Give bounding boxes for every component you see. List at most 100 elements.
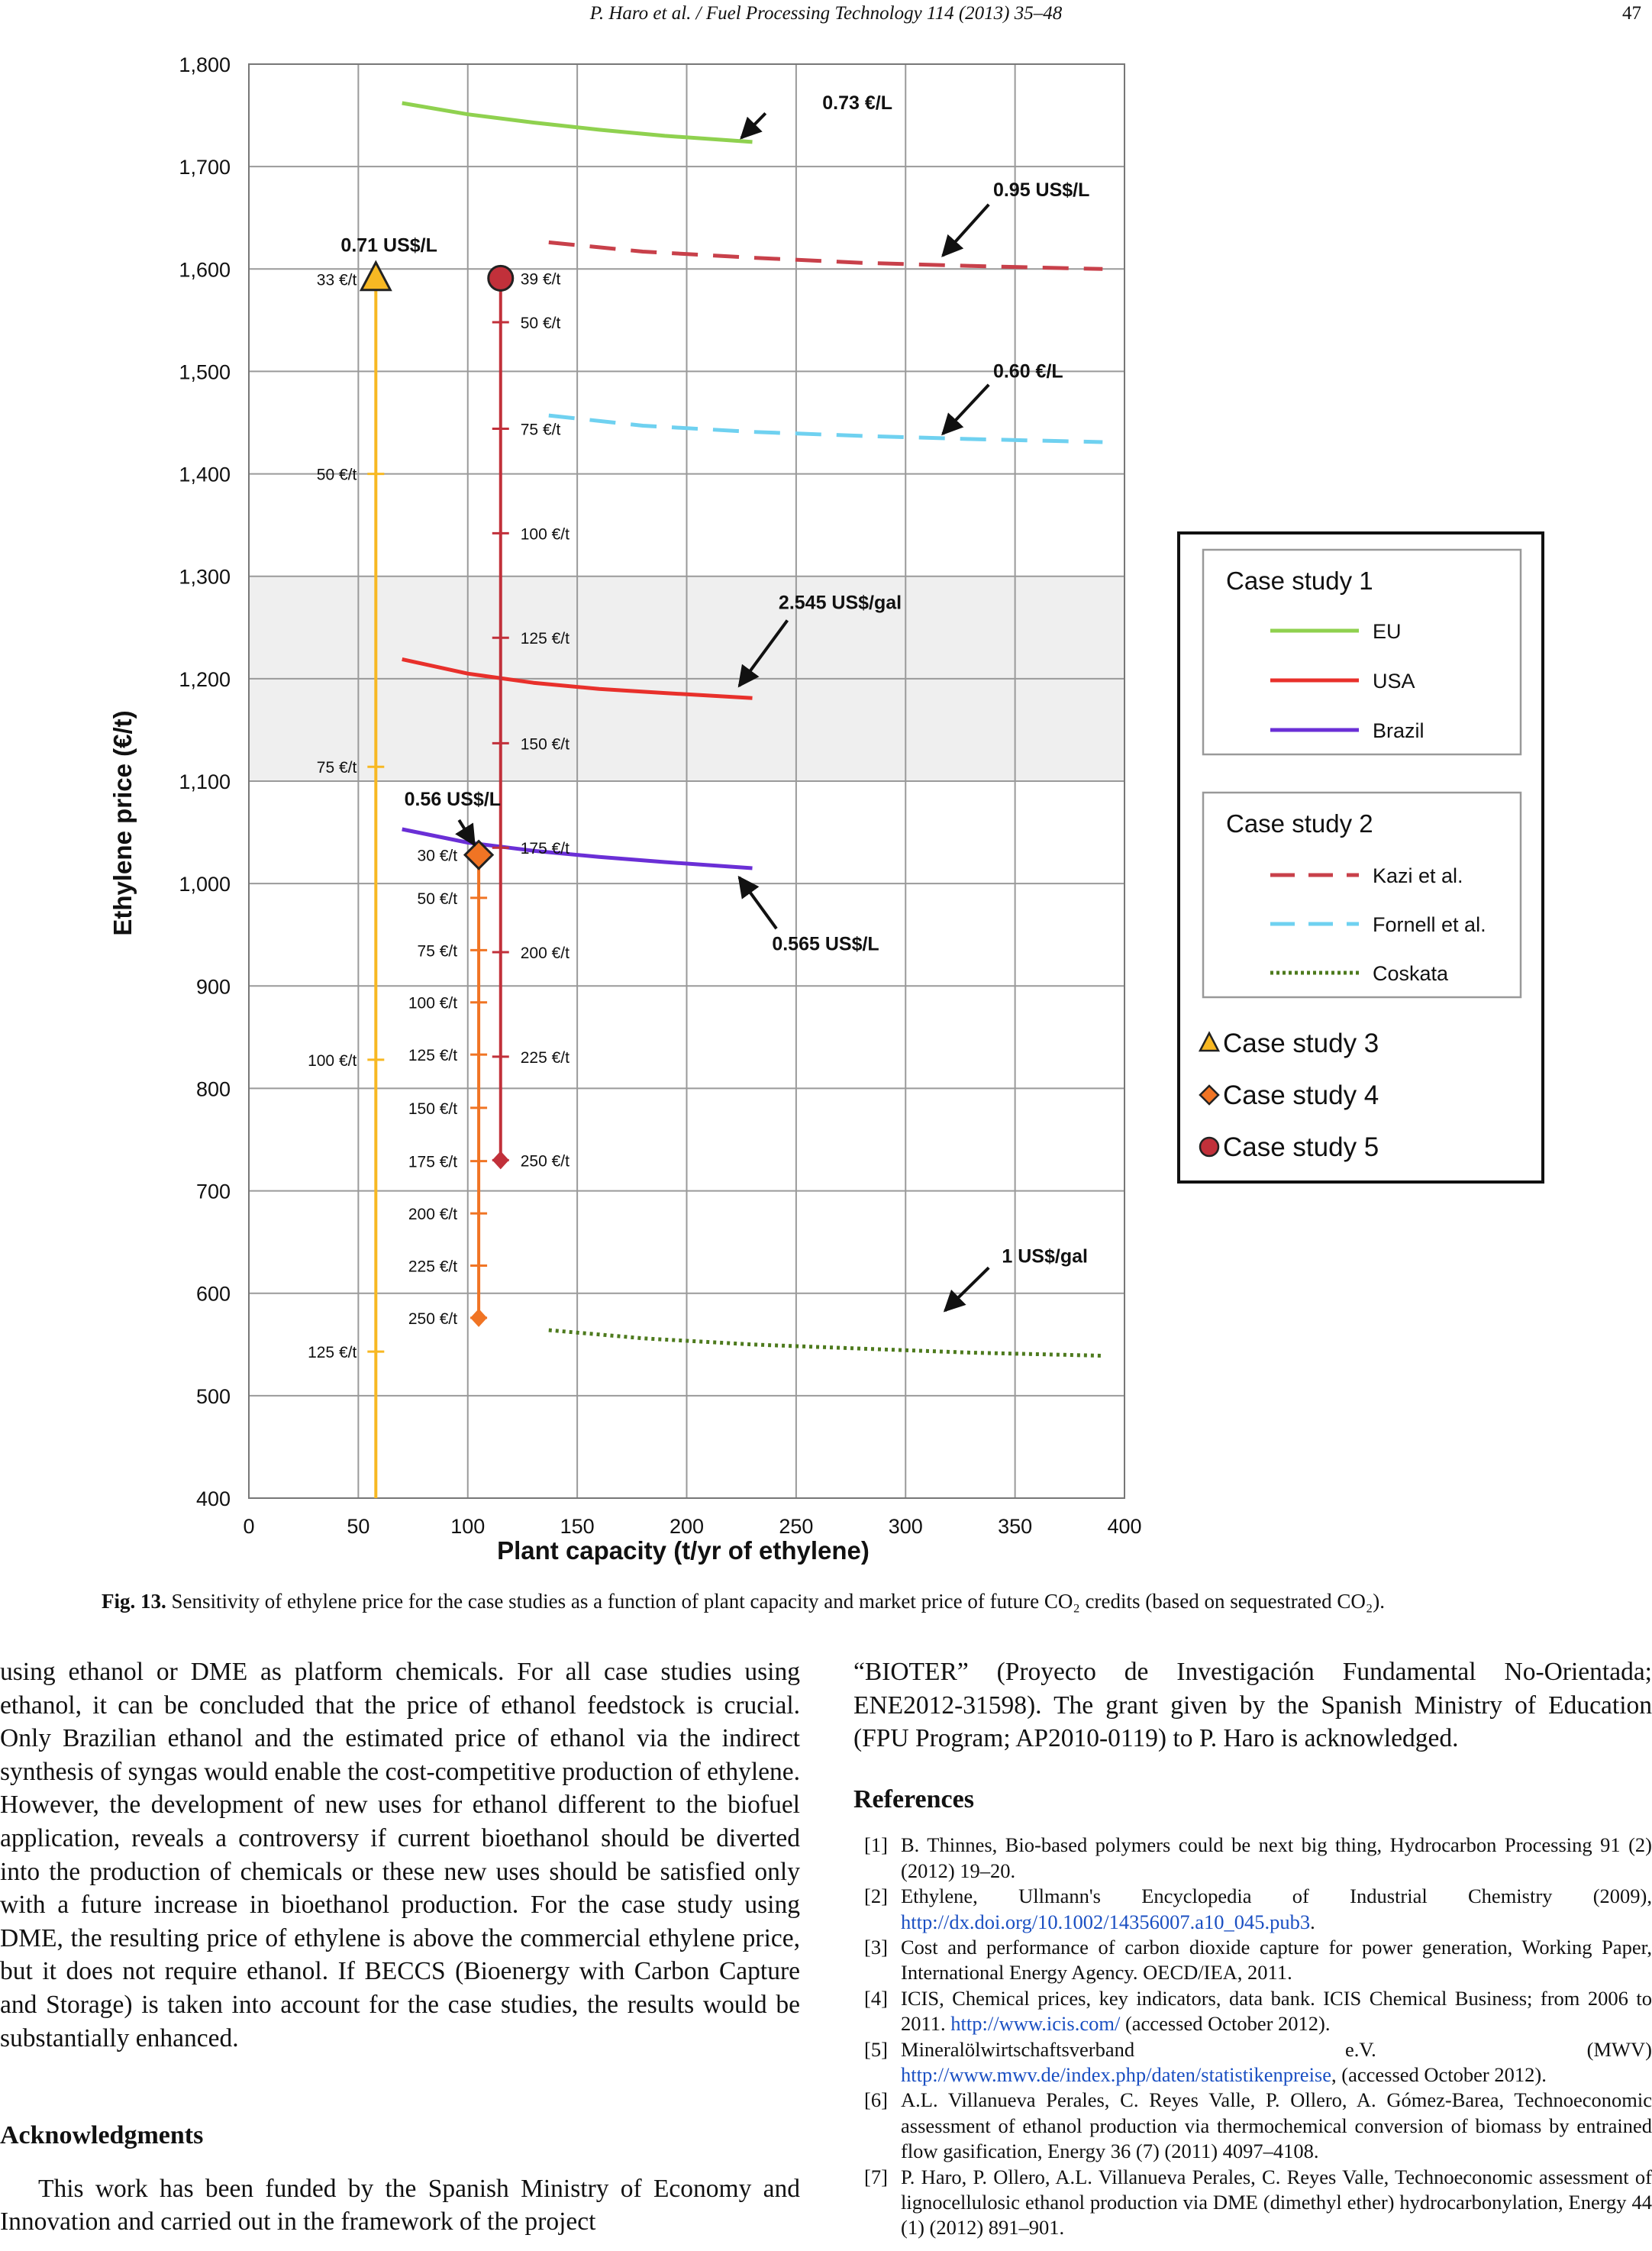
legend-group-title: Case study 2 xyxy=(1226,809,1373,838)
y-tick-label: 1,500 xyxy=(179,360,231,383)
y-tick-label: 700 xyxy=(196,1180,231,1203)
y-tick-label: 1,300 xyxy=(179,566,231,589)
legend-group-box xyxy=(1202,791,1522,999)
caption-label: Fig. 13. xyxy=(102,1590,166,1613)
x-axis-label: Plant capacity (t/yr of ethylene) xyxy=(497,1536,870,1565)
diamond-marker xyxy=(463,839,495,870)
co2-credit-label: 250 €/t xyxy=(521,1152,569,1170)
legend-group-title: Case study 1 xyxy=(1226,567,1373,595)
reference-number: [1] xyxy=(864,1833,888,1857)
y-tick-label: 1,800 xyxy=(179,53,231,76)
reference-item: [7] P. Haro, P. Ollero, A.L. Villanueva P… xyxy=(853,2165,1652,2241)
legend-marker-label: Case study 3 xyxy=(1223,1029,1379,1058)
reference-item: [1] B. Thinnes, Bio-based polymers could … xyxy=(853,1833,1652,1884)
y-tick-label: 1,700 xyxy=(179,156,231,179)
reference-list: [1] B. Thinnes, Bio-based polymers could … xyxy=(853,1833,1652,2241)
reference-item: [3] Cost and performance of carbon dioxid… xyxy=(853,1935,1652,1986)
reference-text: A.L. Villanueva Perales, C. Reyes Valle,… xyxy=(901,2088,1652,2163)
y-tick-label: 1,600 xyxy=(179,258,231,281)
axes: 0 50 100 150 200 250 300 350 400 400 500 600 700 800 9… xyxy=(179,53,1141,1538)
co2-credit-label: 50 €/t xyxy=(317,467,357,484)
co2-credit-label: 125 €/t xyxy=(308,1344,357,1361)
legend: Case study 1 EU USA Brazil Case study 2 Kazi … xyxy=(1177,531,1544,1184)
end-diamond-marker xyxy=(492,1151,509,1170)
reference-suffix: (accessed October 2012). xyxy=(1120,2012,1331,2036)
annotation-arrow xyxy=(737,619,789,688)
co2-credit-label: 200 €/t xyxy=(408,1206,457,1223)
annotations: 0.73 €/L 0.95 US$/L 0.71 US$/L 0.60 €/L 2.54… xyxy=(340,92,1089,1313)
series-line xyxy=(548,240,1103,271)
series-line xyxy=(548,413,1103,444)
y-tick-label: 1,000 xyxy=(179,873,231,896)
x-tick-label: 0 xyxy=(243,1515,254,1538)
reference-text: Ethylene, Ullmann's Encyclopedia of Indu… xyxy=(901,1884,1652,1908)
running-header: P. Haro et al. / Fuel Processing Technol… xyxy=(0,0,1652,31)
co2-credit-label: 100 €/t xyxy=(408,995,457,1012)
co2-credit-label: 75 €/t xyxy=(521,421,561,439)
reference-text: Mineralölwirtschaftsverband e.V. (MWV) xyxy=(901,2037,1652,2061)
reference-number: [7] xyxy=(864,2165,888,2188)
legend-diamond-marker xyxy=(1199,1084,1220,1106)
annotation-arrow xyxy=(455,819,476,847)
y-tick-label: 400 xyxy=(196,1487,231,1510)
legend-marker-label: Case study 5 xyxy=(1223,1132,1379,1162)
reference-link[interactable]: http://www.mwv.de/index.php/daten/statis… xyxy=(901,2063,1332,2087)
y-tick-label: 800 xyxy=(196,1077,231,1100)
reference-suffix: . xyxy=(1310,1910,1315,1933)
reference-item: [6] A.L. Villanueva Perales, C. Reyes Val… xyxy=(853,2088,1652,2164)
left-column: using ethanol or DME as platform chemica… xyxy=(0,1655,800,2239)
reference-item: [4] ICIS, Chemical prices, key indicators… xyxy=(853,1986,1652,2037)
body-paragraph: using ethanol or DME as platform chemica… xyxy=(0,1658,800,2052)
annotation-arrow xyxy=(740,111,767,140)
y-tick-label: 900 xyxy=(196,975,231,998)
co2-credit-label: 175 €/t xyxy=(408,1154,457,1171)
legend-entry-label: EU xyxy=(1373,620,1402,643)
acknowledgments-heading: Acknowledgments xyxy=(0,2121,204,2150)
co2-credit-label: 175 €/t xyxy=(521,840,569,857)
legend-triangle-marker xyxy=(1198,1031,1221,1052)
co2-credit-label: 150 €/t xyxy=(521,735,569,753)
reference-item: [5] Mineralölwirtschaftsverband e.V. (MWV… xyxy=(853,2037,1652,2088)
legend-entry-label: Coskata xyxy=(1373,962,1449,985)
legend-entry-label: Kazi et al. xyxy=(1373,864,1463,887)
x-tick-label: 350 xyxy=(998,1515,1032,1538)
x-tick-label: 300 xyxy=(889,1515,923,1538)
plot-frame xyxy=(248,63,1125,1499)
co2-credit-label: 125 €/t xyxy=(408,1047,457,1064)
co2-credit-label: 125 €/t xyxy=(521,630,569,648)
acknowledgments-paragraph: This work has been funded by the Spanish… xyxy=(0,2174,800,2236)
end-diamond-marker xyxy=(470,1308,488,1327)
y-tick-label: 500 xyxy=(196,1385,231,1408)
co2-credit-label: 150 €/t xyxy=(408,1100,457,1118)
circle-marker xyxy=(487,264,515,292)
y-axis-label: Ethylene price (€/t) xyxy=(108,710,137,935)
y-tick-label: 1,200 xyxy=(179,668,231,691)
annotation-label: 2.545 US$/gal xyxy=(779,593,902,614)
legend-entry-label: USA xyxy=(1373,670,1415,693)
reference-number: [4] xyxy=(864,1986,888,2010)
y-tick-label: 600 xyxy=(196,1283,231,1306)
funding-paragraph: “BIOTER” (Proyecto de Investigación Fund… xyxy=(853,1658,1652,1753)
reference-text: P. Haro, P. Ollero, A.L. Villanueva Pera… xyxy=(901,2165,1652,2240)
annotation-arrow xyxy=(943,1266,990,1313)
x-tick-label: 100 xyxy=(450,1515,485,1538)
co2-credit-label: 33 €/t xyxy=(317,272,357,289)
ethylene-price-chart: 0 50 100 150 200 250 300 350 400 400 500 600 700 800 9… xyxy=(108,53,1544,1565)
reference-text: B. Thinnes, Bio-based polymers could be … xyxy=(901,1833,1652,1882)
series-line xyxy=(402,101,753,144)
co2-credit-label: 39 €/t xyxy=(521,270,561,288)
reference-link[interactable]: http://www.icis.com/ xyxy=(950,2012,1121,2036)
y-tick-label: 1,400 xyxy=(179,463,231,486)
annotation-label: 0.56 US$/L xyxy=(405,789,501,810)
series-line xyxy=(402,657,753,700)
annotation-arrow xyxy=(941,383,990,436)
reference-link[interactable]: http://dx.doi.org/10.1002/14356007.a10_0… xyxy=(901,1910,1311,1933)
case-study-vertical-series: 33 €/t 50 €/t 75 €/t 100 €/t 125 €/t 30 €/t 50… xyxy=(308,260,569,1498)
co2-credit-label: 75 €/t xyxy=(418,942,458,960)
x-tick-label: 400 xyxy=(1107,1515,1141,1538)
grid-lines xyxy=(248,63,1125,1499)
legend-entry-label: Brazil xyxy=(1373,719,1425,742)
co2-credit-label: 30 €/t xyxy=(418,848,458,865)
legend-entry-label: Fornell et al. xyxy=(1373,913,1486,936)
co2-credit-label: 200 €/t xyxy=(521,945,569,962)
